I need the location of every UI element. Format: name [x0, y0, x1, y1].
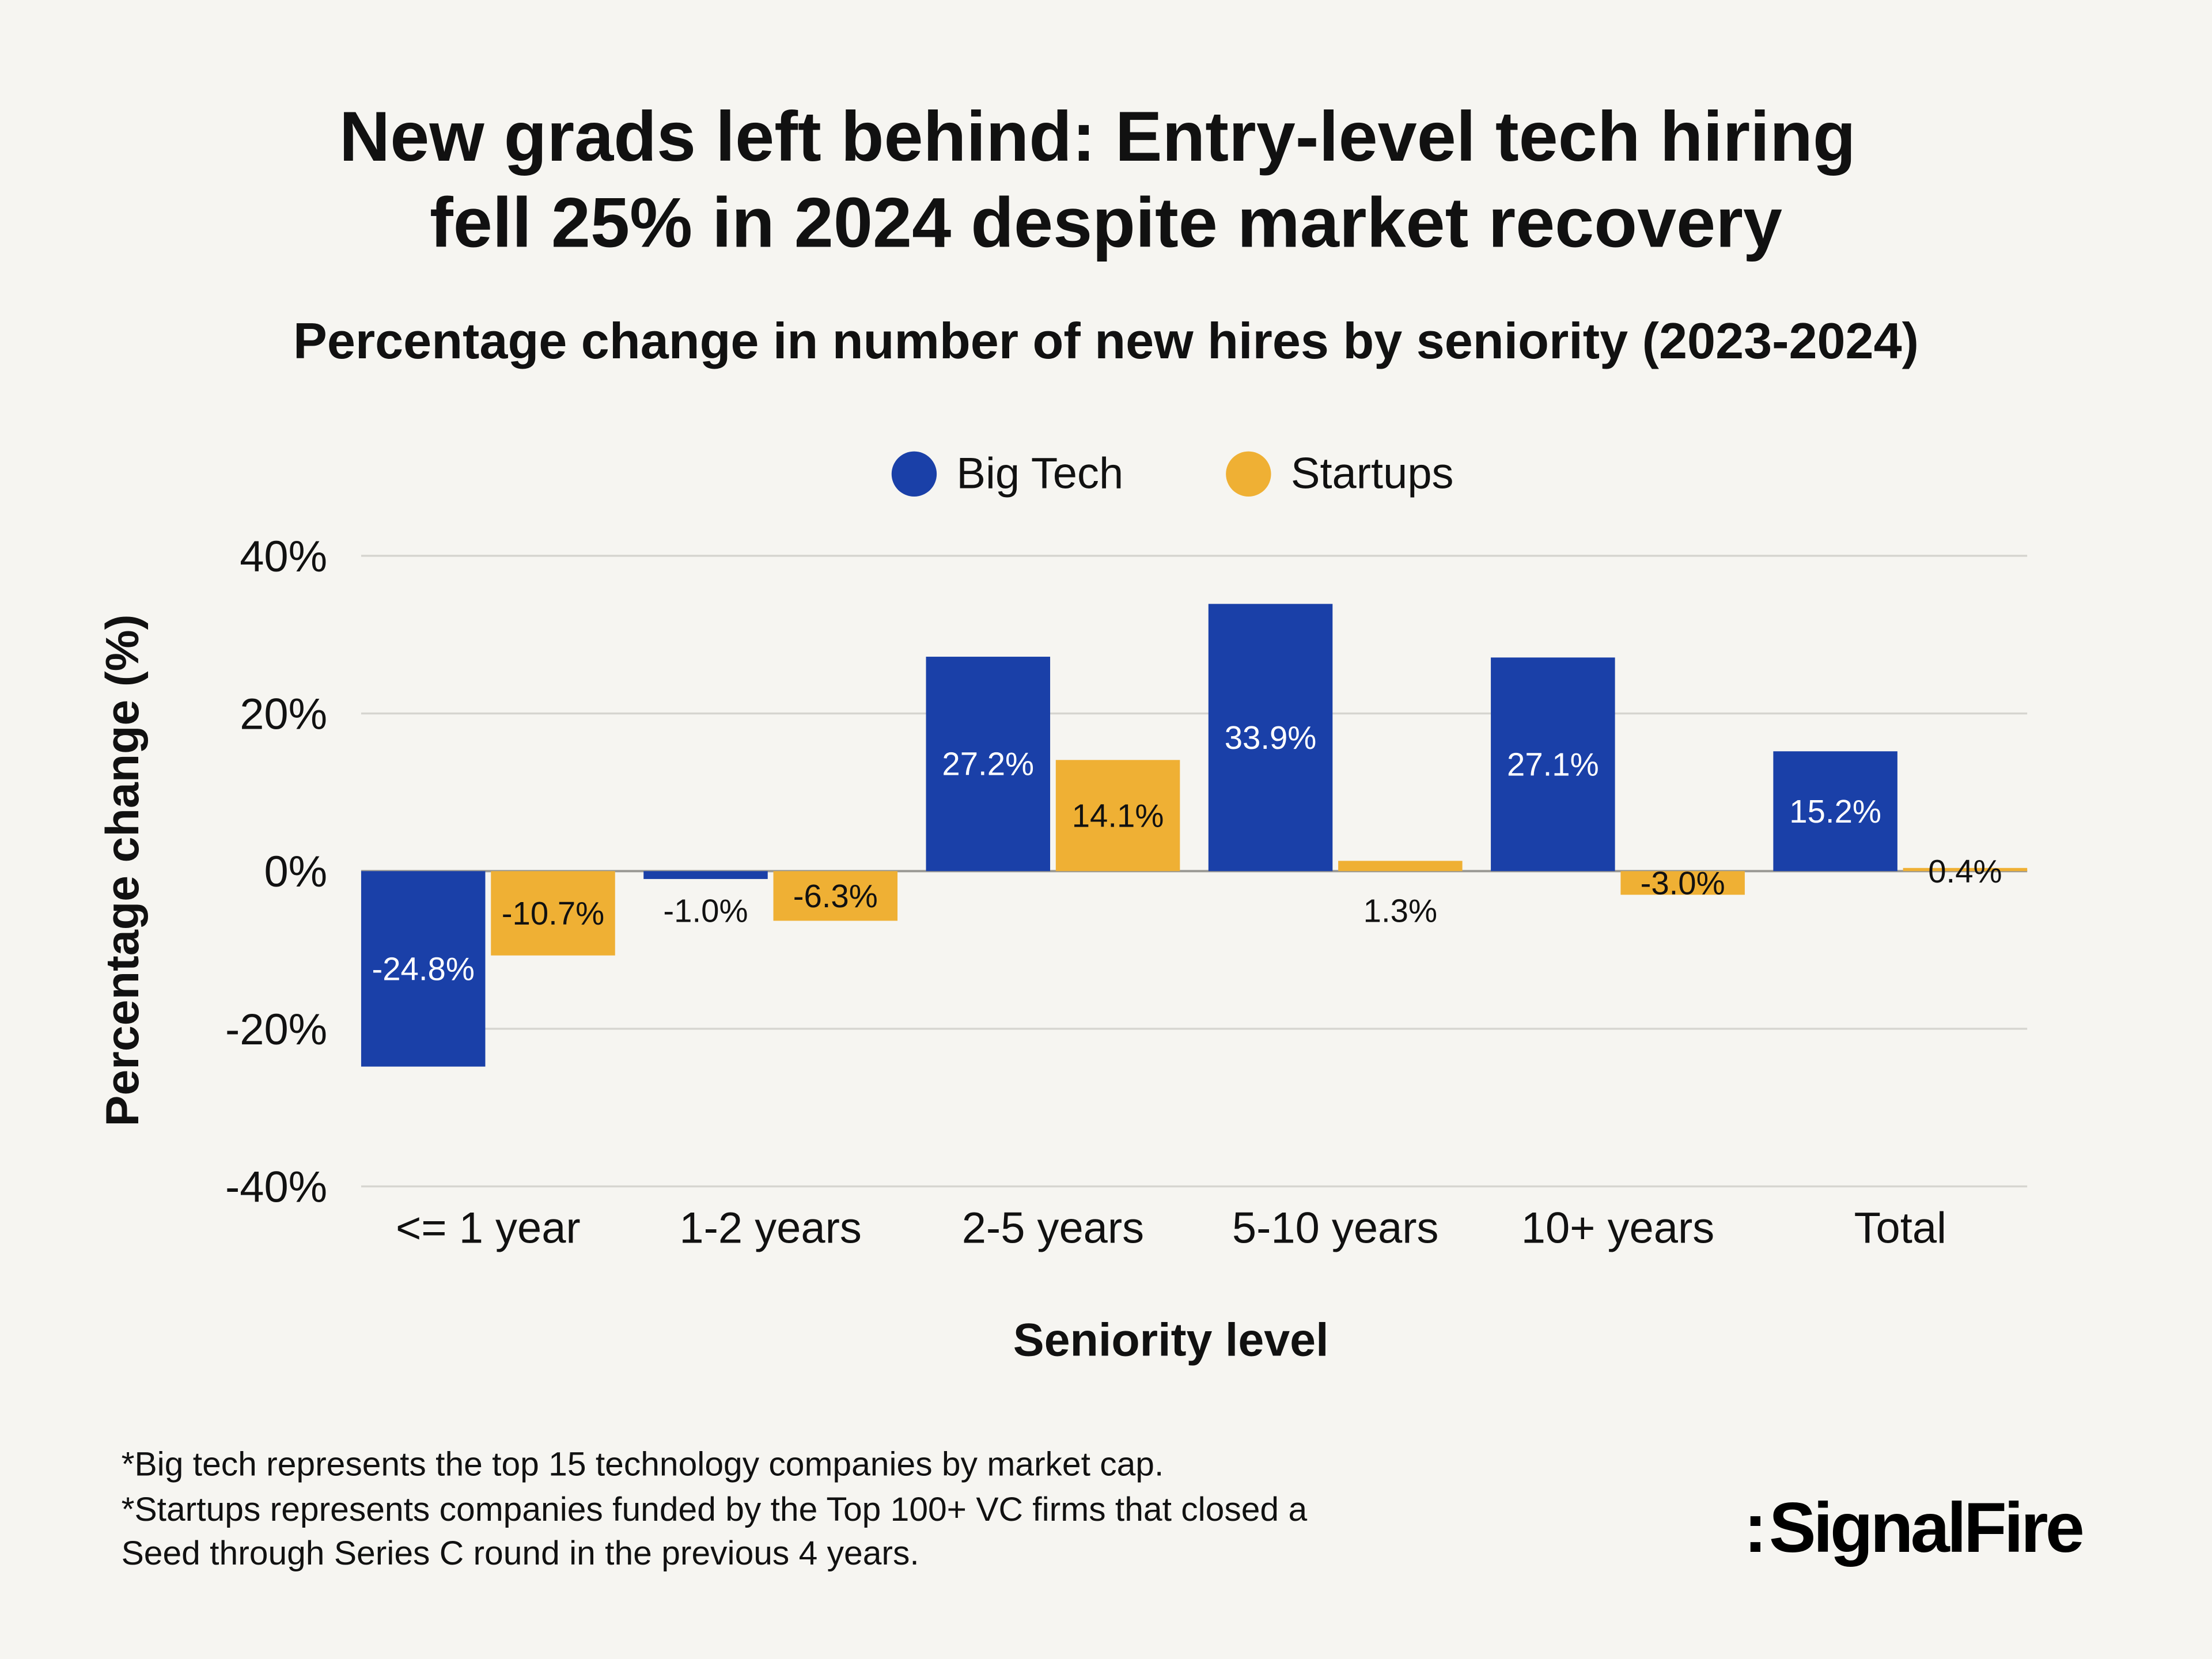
bar-big-tech [926, 657, 1051, 872]
y-tick-label: 40% [240, 532, 327, 581]
data-label: 33.9% [1225, 719, 1317, 756]
x-tick-label: 10+ years [1521, 1204, 1714, 1253]
data-label: 27.1% [1507, 746, 1599, 782]
x-tick-label: <= 1 year [396, 1204, 581, 1253]
y-tick-label: -20% [225, 1005, 327, 1054]
bar-big-tech [1208, 604, 1333, 872]
gridlines [361, 555, 2028, 1188]
chart-title-line-1: New grads left behind: Entry-level tech … [339, 97, 1856, 176]
legend-marker-big-tech [891, 451, 937, 497]
y-axis-title: Percentage change (%) [97, 614, 149, 1126]
bar-startups [1338, 861, 1463, 872]
x-tick-label: 1-2 years [679, 1204, 861, 1253]
bar-startups [1903, 868, 2028, 872]
bars: -24.8% -10.7% -1.0% -6.3% 27.2% 14.1% 33.9% 1.3… [361, 604, 2028, 1067]
bar-big-tech [1773, 751, 1897, 872]
chart-subtitle: Percentage change in number of new hires… [293, 312, 1919, 369]
legend-marker-startups [1226, 451, 1271, 497]
logo-mark: : [1744, 1488, 1764, 1567]
data-label: -3.0% [1641, 865, 1725, 901]
bar-startups [1620, 871, 1745, 895]
y-tick-label: -40% [225, 1163, 327, 1212]
bar-startups [1055, 760, 1180, 872]
data-label: 0.4% [1928, 853, 2002, 889]
data-label: -6.3% [793, 878, 878, 914]
y-tick-label: 0% [264, 847, 327, 896]
footnote-1: *Big tech represents the top 15 technolo… [122, 1446, 1164, 1483]
logo-text: SignalFire [1769, 1488, 2082, 1567]
bar-startups [491, 871, 615, 956]
x-axis-ticks: <= 1 year 1-2 years 2-5 years 5-10 years 10+… [396, 1204, 1946, 1253]
data-label: -10.7% [502, 895, 604, 931]
y-axis-ticks: 40% 20% 0% -20% -40% [225, 532, 327, 1212]
legend: Big Tech Startups [891, 449, 1454, 498]
y-tick-label: 20% [240, 690, 327, 739]
data-label: 27.2% [942, 746, 1034, 782]
data-label: -1.0% [663, 892, 748, 929]
data-label: 1.3% [1363, 892, 1437, 929]
x-tick-label: 5-10 years [1232, 1204, 1439, 1253]
legend-label-big-tech: Big Tech [956, 449, 1123, 498]
signalfire-logo: : SignalFire [1744, 1488, 2085, 1567]
bar-startups [773, 871, 898, 921]
x-tick-label: Total [1854, 1204, 1946, 1253]
footnote-2: *Startups represents companies funded by… [122, 1491, 1308, 1528]
chart-title-line-2: fell 25% in 2024 despite market recovery [430, 183, 1782, 262]
data-label: 14.1% [1072, 797, 1164, 834]
bar-big-tech [361, 871, 486, 1067]
legend-label-startups: Startups [1291, 449, 1454, 498]
x-tick-label: 2-5 years [962, 1204, 1144, 1253]
footnote-3: Seed through Series C round in the previ… [122, 1535, 919, 1572]
x-axis-title: Seniority level [1013, 1314, 1329, 1366]
data-label: -24.8% [372, 951, 474, 987]
bar-big-tech [643, 871, 768, 879]
data-label: 15.2% [1789, 793, 1881, 830]
bar-big-tech [1491, 657, 1615, 872]
